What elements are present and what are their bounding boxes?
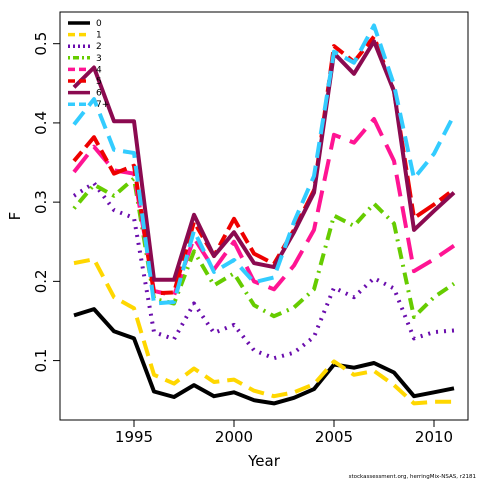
x-axis: 1995 2000 2005 2010 bbox=[115, 420, 453, 446]
y-tick-label: 0.1 bbox=[32, 349, 50, 373]
series-line-6 bbox=[72, 39, 456, 282]
legend-label: 2 bbox=[96, 42, 102, 52]
y-axis: 0.1 0.2 0.3 0.4 0.5 bbox=[32, 32, 60, 373]
legend-label: 4 bbox=[96, 65, 102, 75]
legend-label: 1 bbox=[96, 31, 102, 41]
x-tick-label: 2000 bbox=[215, 428, 253, 446]
x-tick-label: 1995 bbox=[115, 428, 153, 446]
legend-label: 7+ bbox=[96, 100, 109, 110]
legend-label: 6 bbox=[96, 89, 102, 99]
legend: 0 12 34 5 67+ bbox=[68, 19, 109, 110]
legend-label: 3 bbox=[96, 54, 102, 64]
series-line-7plus bbox=[72, 23, 456, 306]
series-line-0 bbox=[73, 307, 455, 406]
legend-label: 0 bbox=[96, 19, 102, 29]
y-tick-label: 0.3 bbox=[32, 190, 50, 214]
series-line-5 bbox=[72, 34, 456, 296]
series-line-3 bbox=[72, 176, 456, 319]
series-line-4 bbox=[72, 117, 456, 298]
credit-text: stockassessment.org, herringMix-NSAS, r2… bbox=[349, 474, 476, 480]
x-axis-title: Year bbox=[247, 452, 281, 470]
series-line-2 bbox=[72, 181, 455, 361]
x-tick-label: 2010 bbox=[415, 428, 453, 446]
y-tick-label: 0.2 bbox=[32, 269, 50, 293]
y-axis-title: F bbox=[6, 212, 24, 221]
legend-label: 5 bbox=[96, 77, 102, 87]
y-tick-label: 0.4 bbox=[32, 111, 50, 135]
series-line-1 bbox=[73, 257, 454, 406]
x-tick-label: 2005 bbox=[315, 428, 353, 446]
y-tick-label: 0.5 bbox=[32, 32, 50, 56]
series-layer bbox=[72, 23, 456, 406]
plot-frame bbox=[59, 11, 469, 421]
